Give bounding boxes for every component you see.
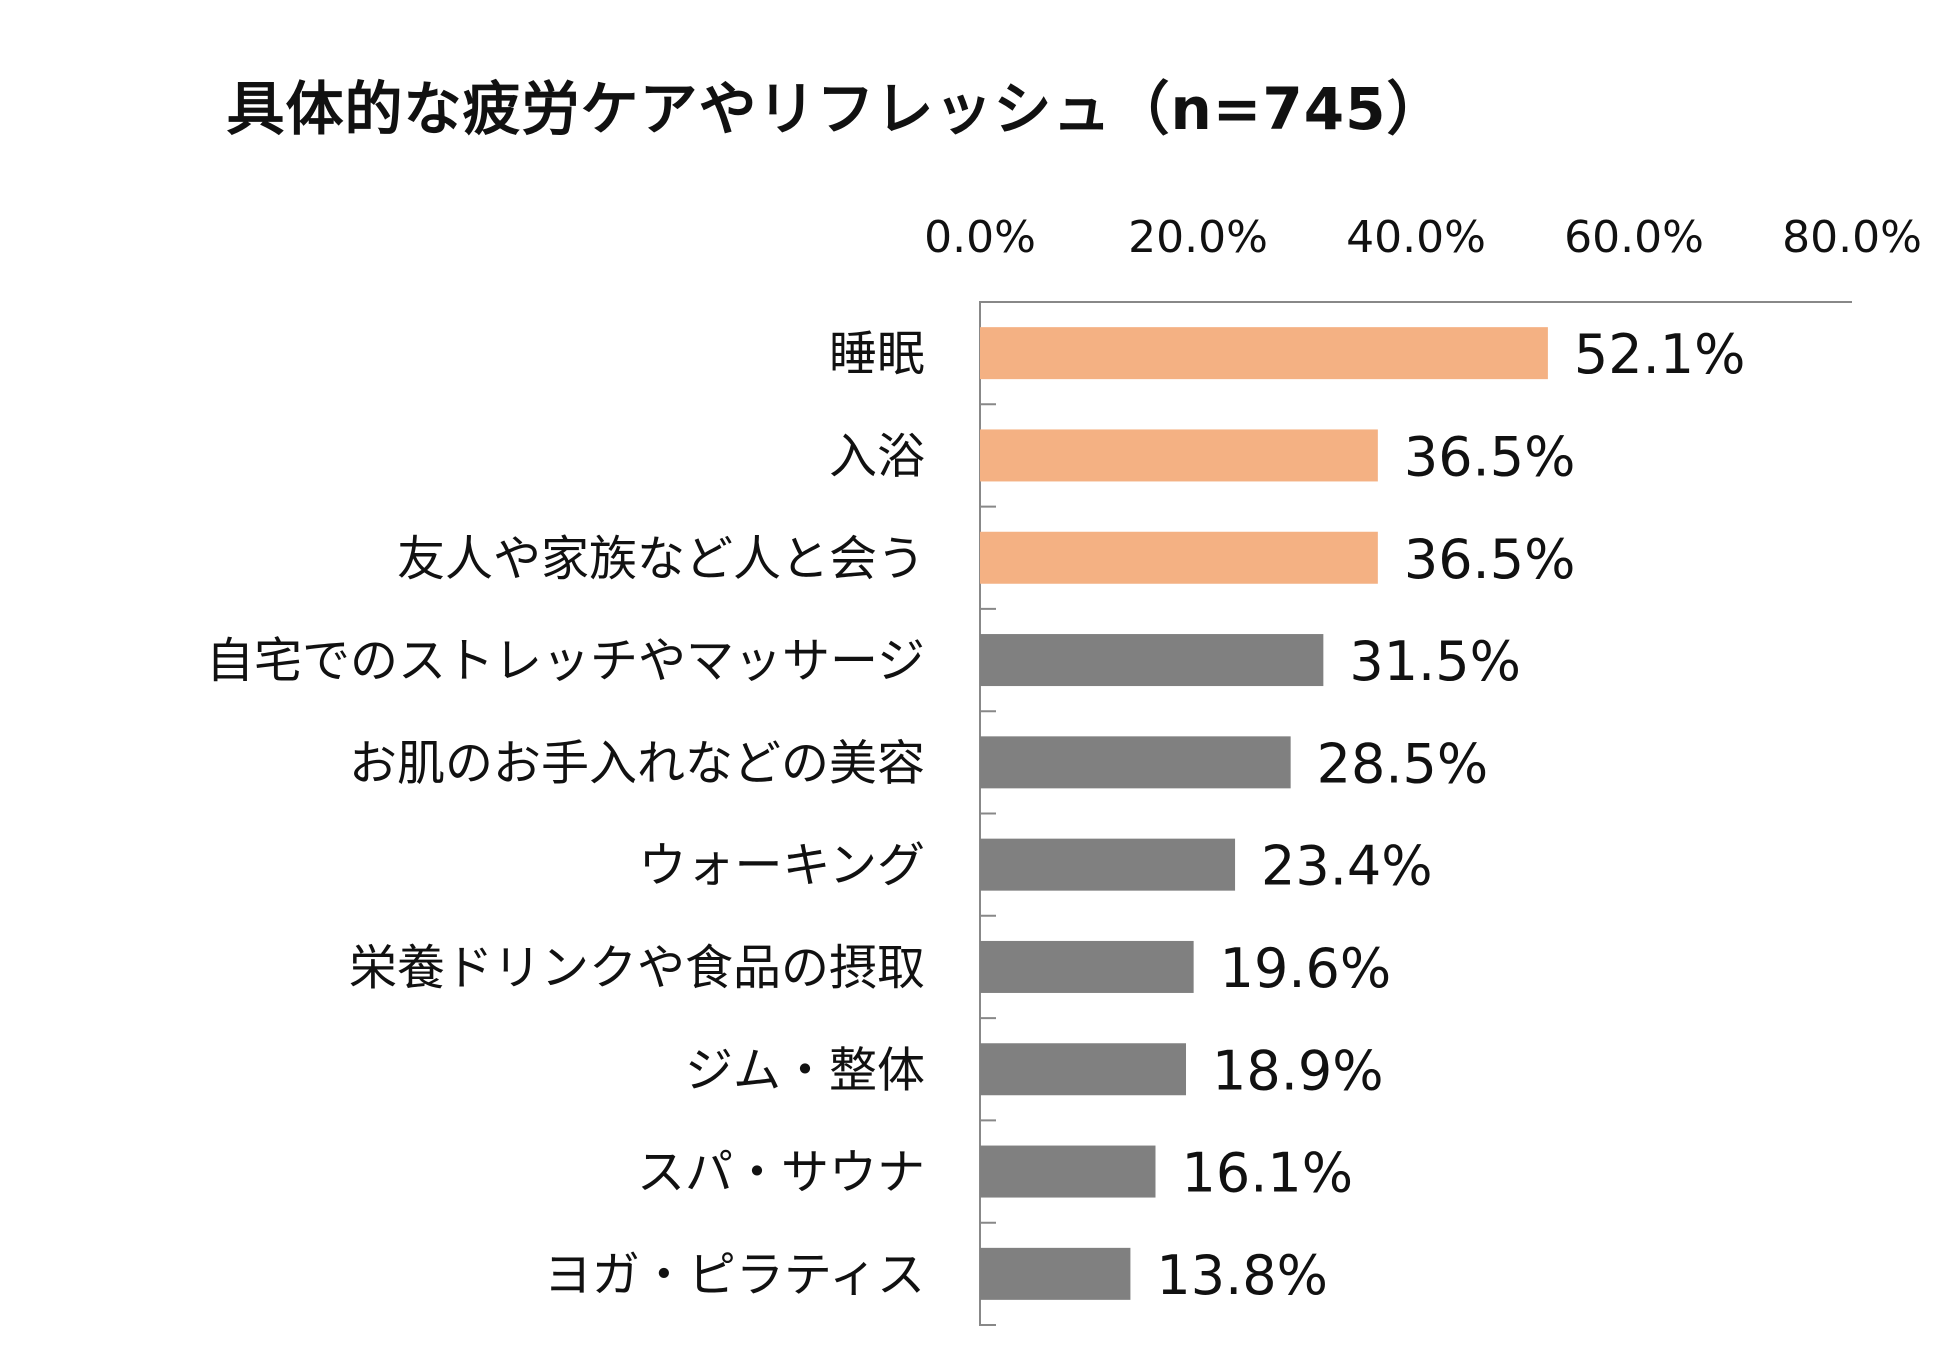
data-label: 36.5% — [1404, 528, 1576, 591]
category-label: スパ・サウナ — [637, 1145, 925, 1201]
data-label: 13.8% — [1156, 1244, 1328, 1307]
category-label: 自宅でのストレッチやマッサージ — [206, 633, 925, 689]
chart-title: 具体的な疲労ケアやリフレッシュ（n=745） — [226, 75, 1446, 143]
category-label: 入浴 — [829, 428, 925, 484]
bar — [980, 1247, 1131, 1300]
data-label: 19.6% — [1220, 937, 1392, 1000]
data-label: 23.4% — [1261, 835, 1433, 898]
bar — [980, 1145, 1156, 1198]
bar — [980, 940, 1194, 993]
x-tick-label: 60.0% — [1564, 212, 1704, 263]
bar — [980, 736, 1291, 789]
bar — [980, 327, 1548, 380]
category-label: ジム・整体 — [685, 1042, 925, 1098]
category-label: お肌のお手入れなどの美容 — [349, 735, 925, 791]
x-tick-label: 80.0% — [1782, 212, 1922, 263]
bar — [980, 838, 1236, 891]
x-tick-label: 20.0% — [1128, 212, 1268, 263]
data-label: 36.5% — [1404, 425, 1576, 488]
bar — [980, 429, 1378, 482]
data-label: 28.5% — [1317, 732, 1489, 795]
data-label: 31.5% — [1349, 630, 1521, 693]
category-label: ウォーキング — [638, 838, 925, 894]
category-label: 友人や家族など人と会う — [397, 531, 925, 587]
data-label: 16.1% — [1181, 1142, 1353, 1205]
category-label: 栄養ドリンクや食品の摂取 — [349, 940, 925, 996]
bar — [980, 634, 1324, 687]
x-tick-label: 0.0% — [924, 212, 1036, 263]
bar — [980, 531, 1378, 584]
bar — [980, 1043, 1187, 1096]
x-tick-label: 40.0% — [1346, 212, 1486, 263]
data-label: 18.9% — [1212, 1039, 1384, 1102]
category-label: 睡眠 — [829, 326, 925, 382]
category-label: ヨガ・ピラティス — [544, 1247, 925, 1303]
data-label: 52.1% — [1574, 323, 1746, 386]
